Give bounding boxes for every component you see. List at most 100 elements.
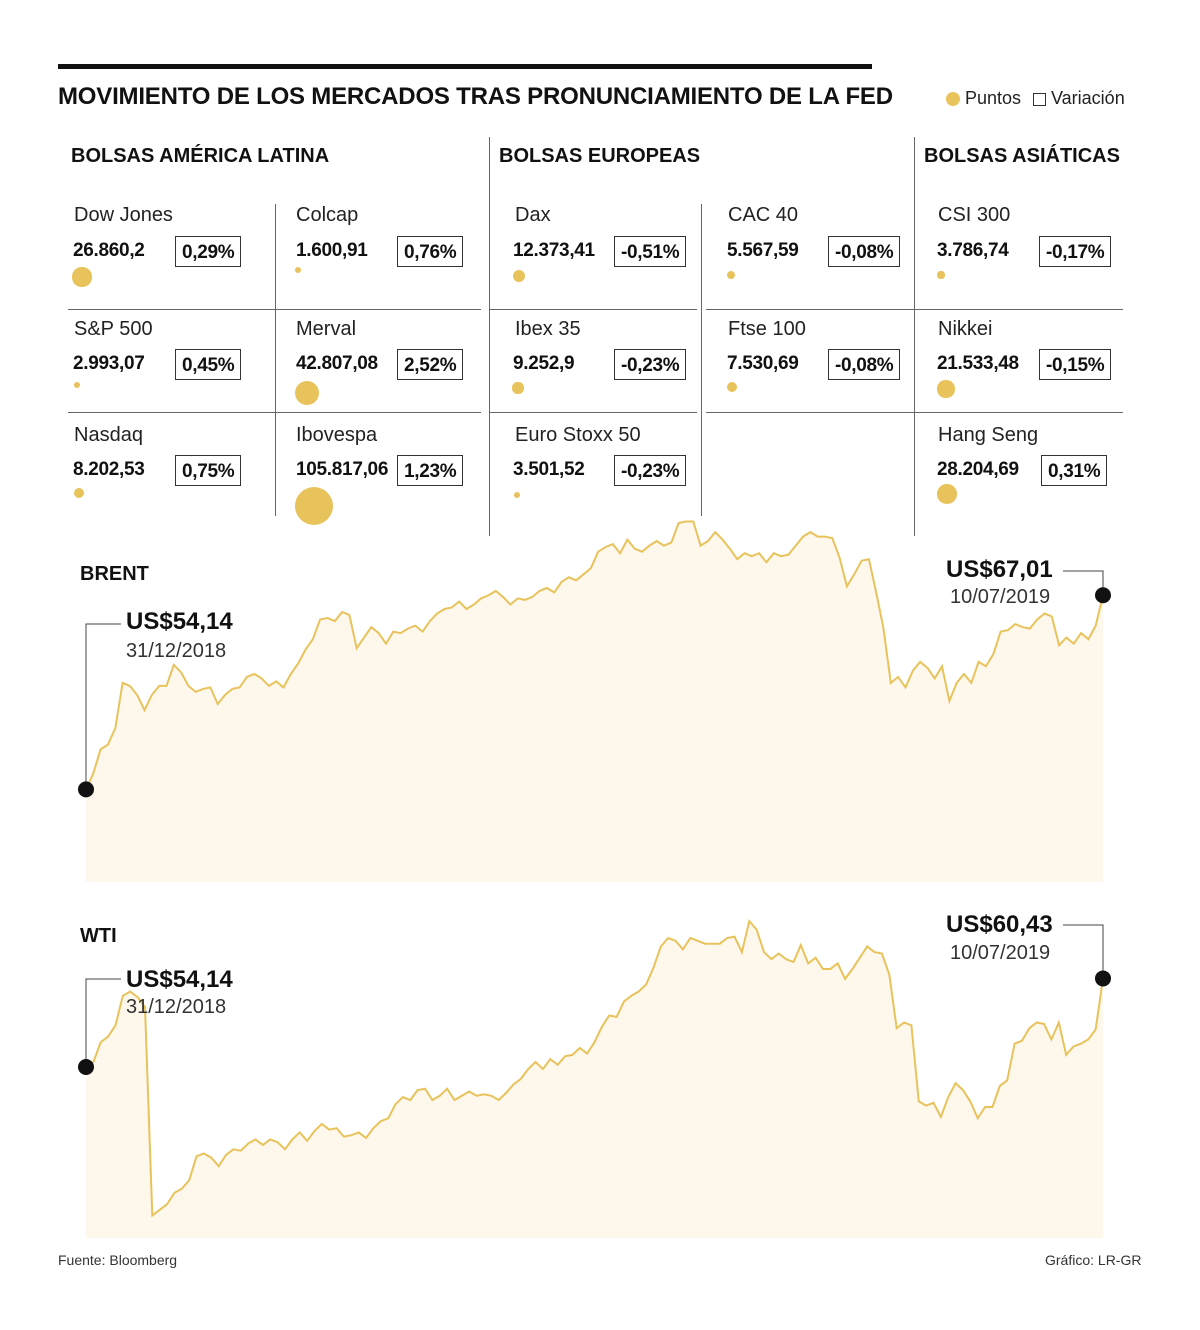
market-value: 8.202,53: [73, 459, 145, 480]
market-value: 12.373,41: [513, 240, 595, 261]
points-bubble: [937, 484, 957, 504]
market-name: Colcap: [296, 204, 359, 226]
points-dot-icon: [946, 92, 960, 107]
market-value: 7.530,69: [727, 353, 799, 374]
page-title: MOVIMIENTO DE LOS MERCADOS TRAS PRONUNCI…: [58, 83, 893, 110]
series-area: [86, 921, 1103, 1238]
market-value: 2.993,07: [73, 353, 145, 374]
grid-divider: [68, 412, 481, 413]
points-bubble: [513, 491, 521, 499]
grid-divider: [68, 309, 481, 310]
market-variation: -0,17%: [1039, 236, 1112, 267]
market-value: 5.567,59: [727, 240, 799, 261]
start-leader-line: [85, 978, 121, 1068]
market-variation: 0,75%: [175, 455, 242, 486]
end-leader-line: [1063, 570, 1104, 596]
market-value: 3.786,74: [937, 240, 1009, 261]
brent-start-price: US$54,14: [126, 608, 233, 635]
points-bubble: [726, 381, 738, 393]
brent-chart: [78, 520, 1111, 882]
series-line: [85, 520, 1104, 790]
points-bubble: [512, 269, 526, 283]
market-value: 105.817,06: [296, 459, 389, 480]
brent-end-price: US$67,01: [946, 556, 1053, 583]
grid-divider: [706, 309, 914, 310]
points-bubble: [294, 380, 320, 406]
market-name: Ibex 35: [515, 318, 581, 340]
market-name: Euro Stoxx 50: [515, 424, 641, 446]
end-point: [1095, 970, 1111, 987]
legend-points: Puntos: [946, 88, 1021, 109]
market-variation: 0,76%: [397, 236, 464, 267]
market-value: 28.204,69: [937, 459, 1019, 480]
footer-credit: Gráfico: LR-GR: [1045, 1252, 1142, 1268]
market-name: Dow Jones: [74, 204, 173, 226]
grid-divider: [489, 412, 697, 413]
market-variation: -0,23%: [614, 349, 687, 380]
start-point: [78, 781, 94, 798]
footer-source: Fuente: Bloomberg: [58, 1252, 178, 1268]
market-variation: 2,52%: [397, 349, 464, 380]
market-variation: -0,51%: [614, 236, 687, 267]
market-name: S&P 500: [74, 318, 153, 340]
grid-divider: [914, 412, 1123, 413]
grid-divider: [275, 204, 276, 516]
points-bubble: [512, 382, 524, 394]
series-area: [86, 521, 1103, 882]
brent-start-date: 31/12/2018: [126, 640, 227, 662]
points-bubble: [295, 267, 301, 273]
market-variation: -0,08%: [828, 349, 901, 380]
market-name: Merval: [296, 318, 357, 340]
market-variation: 0,45%: [175, 349, 242, 380]
section-europe: BOLSAS EUROPEAS: [499, 145, 701, 167]
wti-start-price: US$54,14: [126, 966, 233, 993]
market-name: Nasdaq: [74, 424, 143, 446]
variation-box-icon: [1033, 92, 1046, 106]
market-name: Nikkei: [938, 318, 993, 340]
wti-end-price: US$60,43: [946, 911, 1053, 938]
points-bubble: [726, 270, 736, 280]
wti-end-date: 10/07/2019: [950, 942, 1051, 964]
grid-divider: [706, 412, 914, 413]
market-value: 9.252,9: [513, 353, 575, 374]
market-variation: -0,08%: [828, 236, 901, 267]
grid-divider: [489, 309, 697, 310]
market-value: 42.807,08: [296, 353, 378, 374]
legend-points-label: Puntos: [965, 88, 1022, 108]
wti-chart: [78, 918, 1111, 1238]
chart-title-wti: WTI: [80, 925, 117, 947]
market-value: 3.501,52: [513, 459, 585, 480]
market-variation: 0,29%: [175, 236, 242, 267]
grid-divider: [701, 204, 702, 516]
points-bubble: [937, 271, 945, 279]
brent-end-date: 10/07/2019: [950, 586, 1051, 608]
market-variation: -0,23%: [614, 455, 687, 486]
market-variation: -0,15%: [1039, 349, 1112, 380]
grid-divider: [914, 137, 915, 536]
section-latam: BOLSAS AMÉRICA LATINA: [71, 145, 330, 167]
wti-start-date: 31/12/2018: [126, 996, 227, 1018]
grid-divider: [914, 309, 1123, 310]
points-bubble: [72, 267, 92, 287]
start-point: [78, 1059, 94, 1076]
market-value: 26.860,2: [73, 240, 145, 261]
legend-variation: Variación: [1033, 88, 1125, 109]
chart-title-brent: BRENT: [80, 563, 149, 585]
market-value: 1.600,91: [296, 240, 368, 261]
market-value: 21.533,48: [937, 353, 1019, 374]
section-asia: BOLSAS ASIÁTICAS: [924, 145, 1120, 167]
points-bubble: [73, 487, 85, 499]
grid-divider: [489, 137, 490, 536]
points-bubble: [937, 380, 955, 398]
legend-variation-label: Variación: [1051, 88, 1125, 108]
market-variation: 0,31%: [1041, 455, 1108, 486]
market-name: CAC 40: [728, 204, 799, 226]
title-rule: [58, 64, 872, 69]
market-name: CSI 300: [938, 204, 1011, 226]
start-leader-line: [85, 623, 121, 790]
market-name: Dax: [515, 204, 551, 226]
end-point: [1095, 587, 1111, 604]
market-variation: 1,23%: [397, 455, 464, 486]
series-line: [85, 918, 1104, 1218]
market-name: Hang Seng: [938, 424, 1039, 446]
